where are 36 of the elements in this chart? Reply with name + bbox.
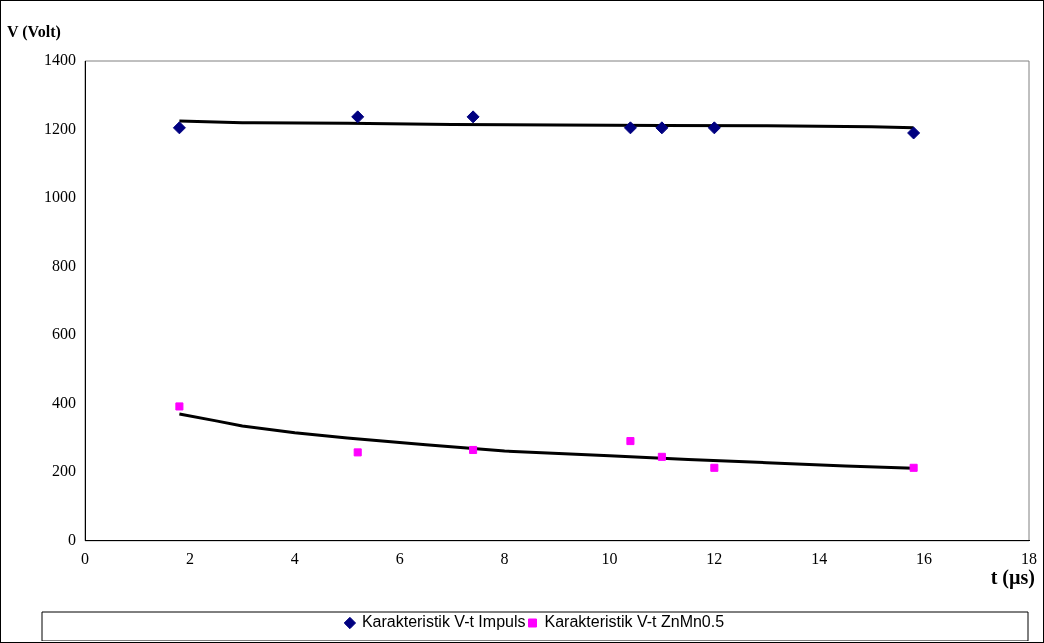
point [707,121,721,135]
x-tick-label: 16 [916,549,933,567]
point [353,448,362,457]
x-tick-label: 6 [395,549,404,567]
y-tick-label: 1000 [44,188,76,206]
x-axis-title: t (µs) [990,566,1035,589]
y-tick-label: 600 [52,325,76,343]
y-tick-label: 200 [52,462,76,480]
y-tick-label: 800 [52,256,76,274]
point [175,402,184,411]
x-tick-label: 4 [290,549,299,567]
x-tick-label: 0 [81,549,89,567]
point [466,110,480,124]
x-tick-label: 12 [706,549,723,567]
x-tick-label: 14 [811,549,828,567]
y-tick-label: 1200 [44,119,76,137]
legend-label: Karakteristik V-t Impuls [361,613,526,631]
point [655,121,669,135]
legend-label: Karakteristik V-t ZnMn0.5 [544,613,725,631]
x-tick-label: 2 [185,549,194,567]
y-axis-title: V (Volt) [7,23,61,41]
x-tick-label: 8 [500,549,509,567]
y-tick-label: 0 [68,531,76,548]
y-tick-label: 1400 [44,51,76,69]
point [351,110,365,124]
point [626,437,635,446]
point [469,445,478,455]
point [907,126,921,140]
y-tick-label: 400 [52,393,76,411]
point [909,463,918,472]
point [172,121,186,135]
point [710,463,719,472]
x-tick-label: 18 [1021,549,1037,567]
point [657,452,666,461]
point [623,121,637,135]
x-tick-label: 10 [601,549,618,567]
